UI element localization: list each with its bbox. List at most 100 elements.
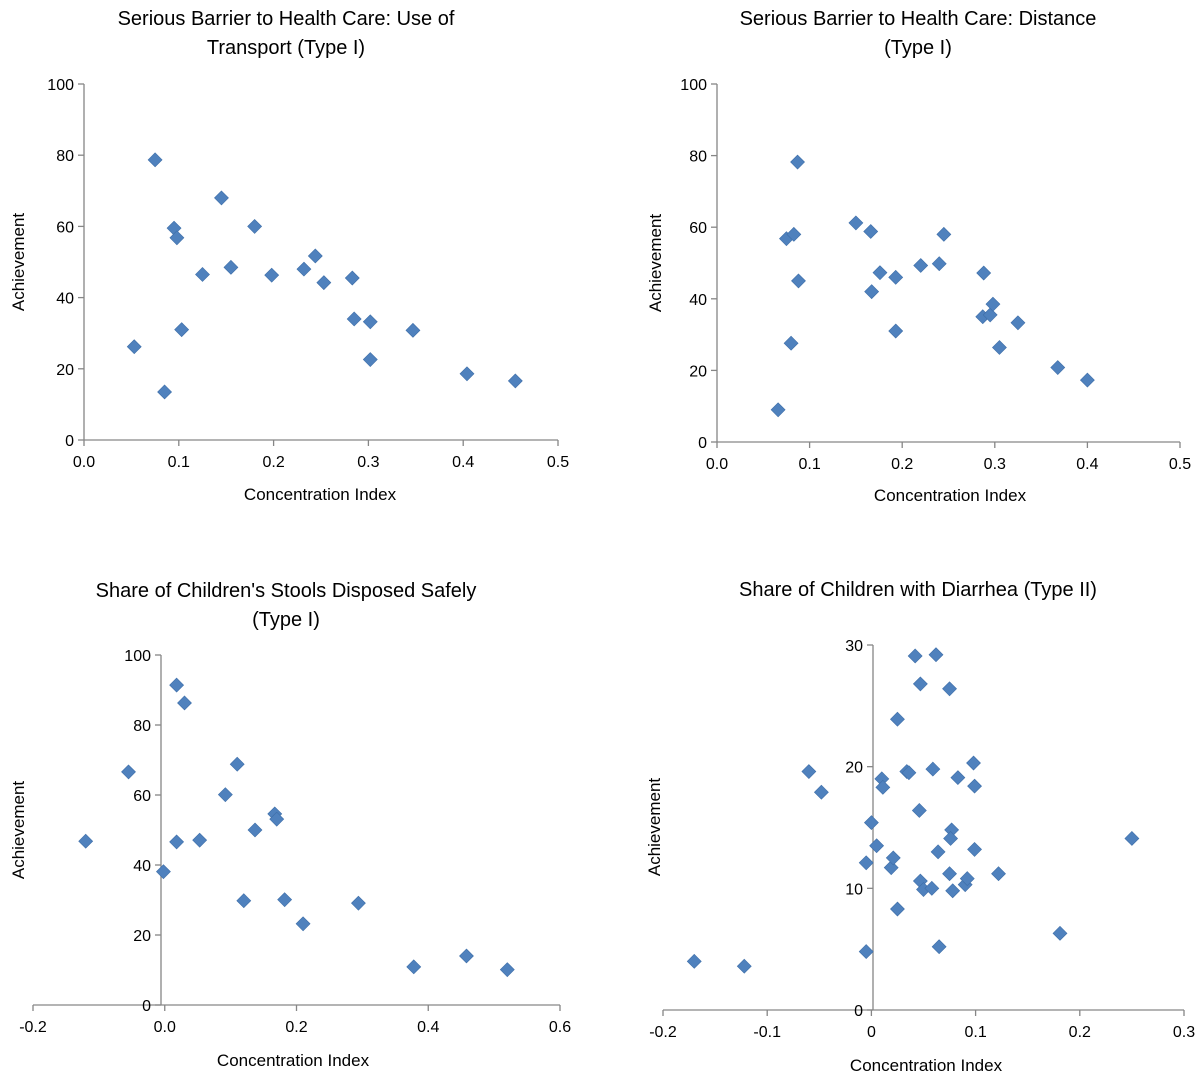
chart-title-line: (Type I) <box>884 37 952 59</box>
x-tick-label: 0.4 <box>452 454 474 471</box>
data-point <box>126 339 142 355</box>
data-point <box>296 261 312 277</box>
data-point <box>1052 925 1068 941</box>
data-point <box>236 893 252 909</box>
data-point <box>121 764 136 780</box>
data-point <box>928 647 944 663</box>
data-point <box>801 764 817 779</box>
x-tick-label: 0.5 <box>547 454 569 471</box>
data-point <box>992 340 1007 355</box>
data-point <box>169 677 185 693</box>
data-point <box>950 770 966 786</box>
data-point <box>985 296 1001 312</box>
x-tick-label: 0.1 <box>964 1024 986 1041</box>
data-point <box>195 267 210 282</box>
x-axis-title: Concentration Index <box>874 486 1027 505</box>
x-tick-label: 0.1 <box>798 456 820 473</box>
x-tick-label: 0.0 <box>154 1019 176 1036</box>
y-tick-label: 20 <box>56 362 74 379</box>
x-tick-label: 0.5 <box>1169 456 1191 473</box>
data-point <box>169 230 185 246</box>
x-tick-label: 0.3 <box>984 456 1006 473</box>
x-axis-title: Concentration Index <box>217 1051 370 1070</box>
data-point <box>875 779 891 795</box>
data-point <box>858 944 874 960</box>
x-tick-label: 0.6 <box>549 1019 571 1036</box>
chart-title-line: Share of Children's Stools Disposed Safe… <box>96 580 477 602</box>
data-point <box>890 901 905 917</box>
data-point <box>813 784 829 800</box>
x-tick-label: 0.4 <box>417 1019 439 1036</box>
data-point <box>901 765 917 781</box>
data-point <box>1010 315 1026 331</box>
data-point <box>686 953 702 969</box>
data-point <box>945 883 961 899</box>
y-tick-label: 100 <box>124 648 151 665</box>
data-point <box>147 152 163 168</box>
data-point <box>931 939 947 955</box>
data-point <box>925 761 941 777</box>
data-point <box>307 248 323 264</box>
x-tick-label: 0.2 <box>1069 1024 1091 1041</box>
data-point <box>499 962 515 978</box>
y-tick-label: 0 <box>854 1003 863 1020</box>
data-point <box>157 384 173 400</box>
y-tick-label: 40 <box>56 291 74 308</box>
y-tick-label: 100 <box>680 77 707 94</box>
data-point <box>791 273 806 289</box>
x-tick-label: 0.3 <box>1173 1024 1195 1041</box>
data-point <box>883 860 899 876</box>
x-tick-label: 0 <box>867 1024 876 1041</box>
y-tick-label: 0 <box>65 433 74 450</box>
data-point <box>858 855 874 871</box>
y-axis-title: Achievement <box>9 781 28 880</box>
data-point <box>362 314 378 330</box>
x-tick-label: 0.3 <box>357 454 379 471</box>
data-point <box>405 322 421 338</box>
data-point <box>1124 831 1140 846</box>
data-point <box>406 959 422 975</box>
chart-3: Share of Children's Stools Disposed Safe… <box>9 580 571 1070</box>
x-tick-label: 0.1 <box>168 454 190 471</box>
data-point <box>1050 360 1066 375</box>
data-point <box>959 871 975 887</box>
data-point <box>930 844 946 860</box>
chart-title-line: Share of Children with Diarrhea (Type II… <box>739 579 1097 601</box>
y-axis-title: Achievement <box>646 214 665 313</box>
y-tick-label: 60 <box>56 219 74 236</box>
x-tick-label: 0.2 <box>262 454 284 471</box>
y-tick-label: 10 <box>845 881 863 898</box>
data-point <box>911 803 927 818</box>
data-point <box>966 755 981 771</box>
chart-title-line: (Type I) <box>252 609 320 631</box>
data-point <box>229 756 245 772</box>
data-point <box>913 258 929 273</box>
data-point <box>316 275 332 291</box>
data-point <box>790 154 805 170</box>
x-tick-label: 0.2 <box>891 456 913 473</box>
data-point <box>888 269 904 285</box>
y-tick-label: 20 <box>133 928 151 945</box>
data-point <box>247 822 263 838</box>
data-point <box>346 311 362 327</box>
data-point <box>982 307 998 323</box>
x-tick-label: 0.0 <box>73 454 95 471</box>
x-tick-label: -0.1 <box>753 1024 781 1041</box>
data-point <box>770 402 786 418</box>
chart-2: Serious Barrier to Health Care: Distance… <box>646 8 1191 505</box>
data-point <box>295 916 311 932</box>
data-point <box>942 681 957 697</box>
data-point <box>1079 372 1095 388</box>
data-point <box>156 864 171 880</box>
data-point <box>907 648 923 664</box>
data-point <box>863 815 879 831</box>
data-point <box>967 841 982 857</box>
data-point <box>459 948 474 964</box>
chart-title-line: Transport (Type I) <box>207 37 365 59</box>
data-point <box>967 778 982 794</box>
data-point <box>976 265 992 281</box>
data-point <box>890 711 905 727</box>
y-tick-label: 40 <box>689 292 707 309</box>
data-point <box>872 265 888 281</box>
y-tick-label: 20 <box>845 760 863 777</box>
